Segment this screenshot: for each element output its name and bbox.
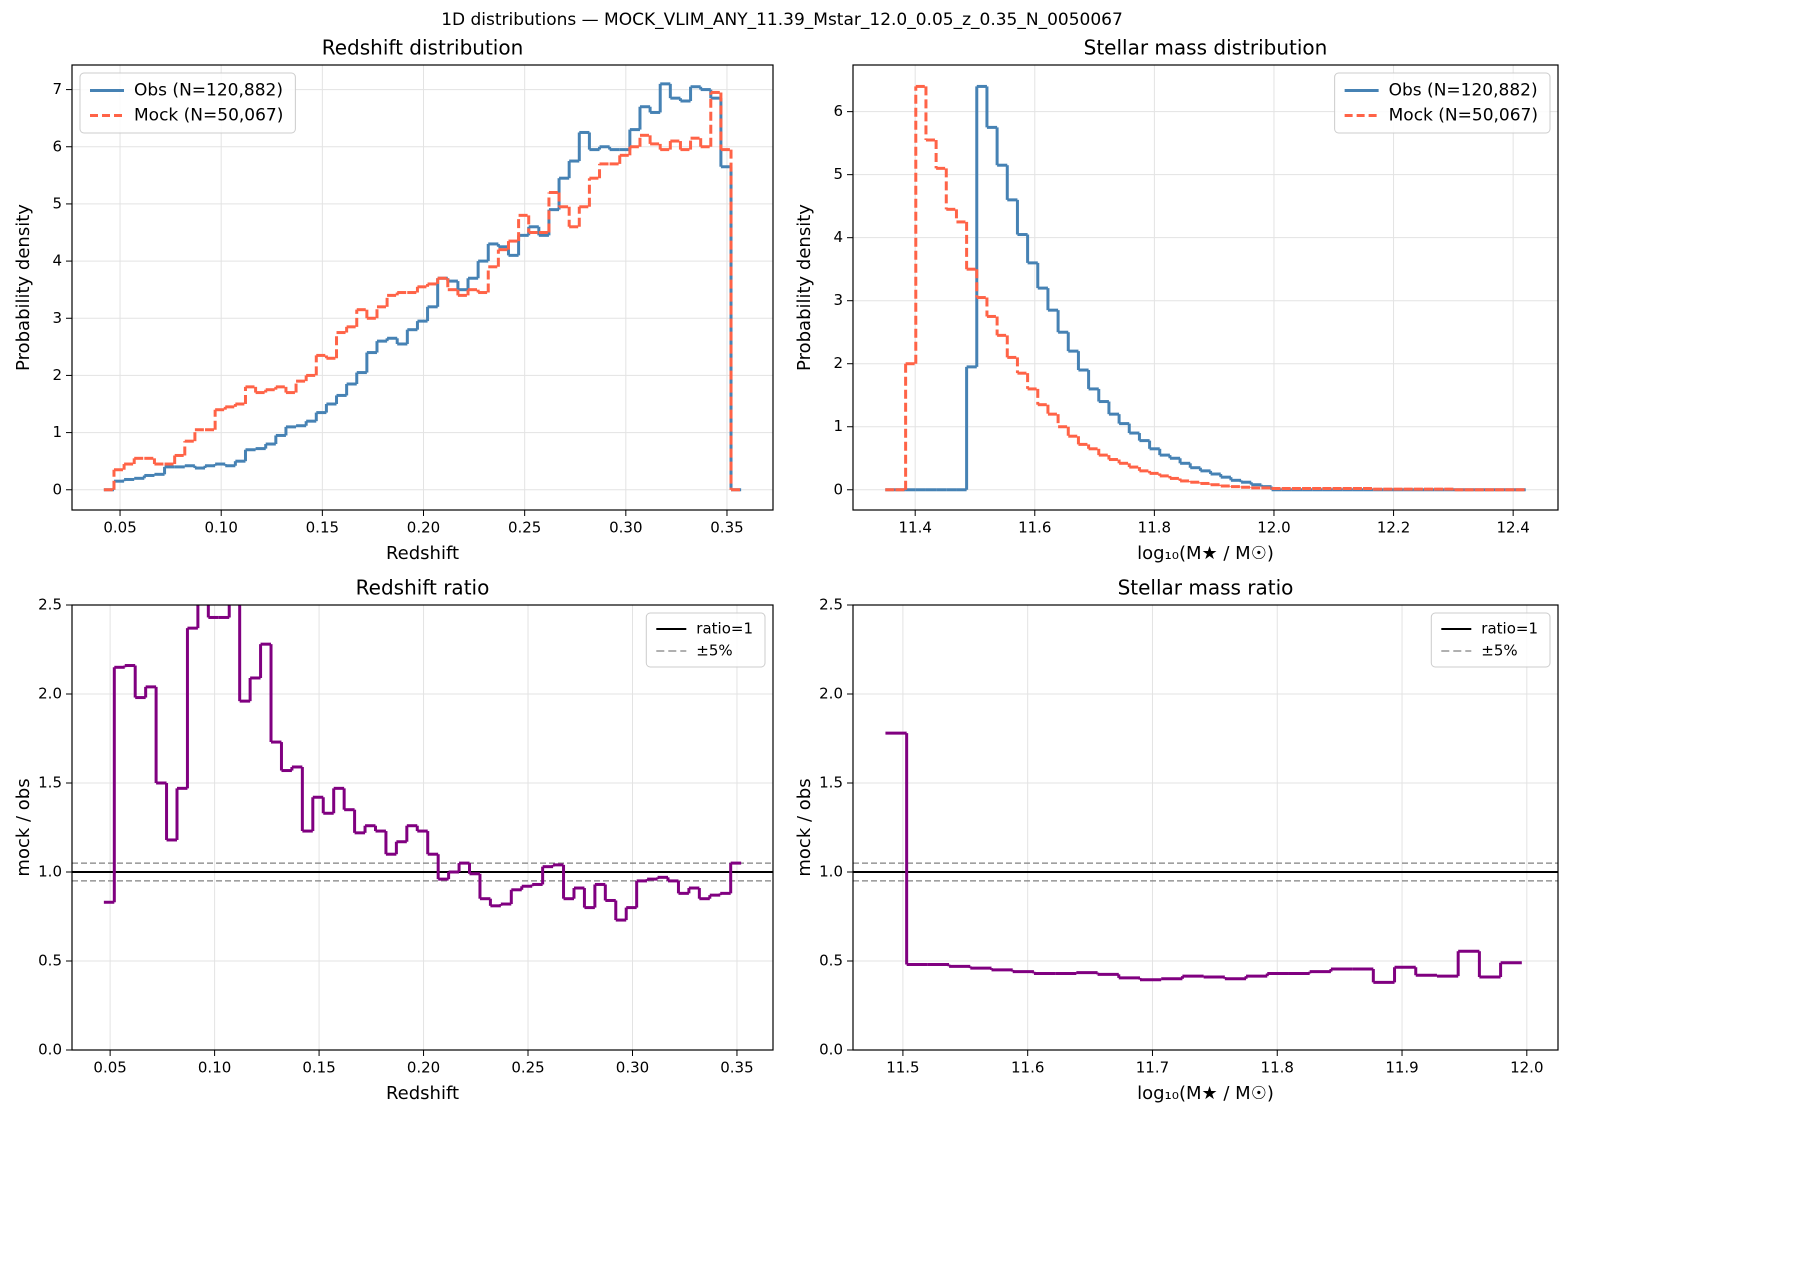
plot-area: [885, 84, 1526, 492]
x-tick-label: 0.10: [198, 1059, 231, 1077]
panel: 11.5 11.6 11.7 11.8 11.9 12.0 0.0 0.5 1.0 1.5 2.0 2…: [794, 576, 1559, 1104]
y-tick-label: 0: [52, 480, 62, 498]
legend: Obs (N=120,882) Mock (N=50,067): [1334, 72, 1551, 134]
x-tick-label: 0.25: [511, 1059, 544, 1077]
x-tick-label: 11.7: [1136, 1059, 1169, 1077]
legend: ratio=1 ±5%: [1430, 612, 1551, 668]
legend-box: [1430, 612, 1551, 668]
x-tick-label: 11.9: [1385, 1059, 1418, 1077]
y-tick-label: 0.0: [819, 1041, 843, 1059]
y-tick-label: 0.0: [38, 1041, 62, 1059]
y-tick-label: 2: [52, 366, 62, 384]
panel: 0.05 0.10 0.15 0.20 0.25 0.30 0.35 0 1 2 3 4 5 6 7 Reds…: [13, 36, 774, 564]
axes-frame: [852, 64, 1559, 511]
y-tick-label: 0: [833, 480, 843, 498]
y-tick-label: 4: [833, 228, 843, 246]
legend-label: ratio=1: [1481, 620, 1538, 638]
legend-label: Mock (N=50,067): [1389, 106, 1538, 126]
y-tick-label: 2.0: [819, 685, 843, 703]
y-tick-label: 2: [833, 354, 843, 372]
y-tick-label: 1: [833, 417, 843, 435]
legend-box: [79, 72, 296, 134]
legend-label: Obs (N=120,882): [1389, 81, 1538, 101]
x-tick-label: 11.8: [1138, 519, 1171, 537]
x-axis-label: log₁₀(M★ / M☉): [1137, 543, 1274, 564]
y-tick-label: 7: [52, 80, 62, 98]
legend-box: [1334, 72, 1551, 134]
axes-title: Redshift ratio: [356, 576, 490, 600]
y-tick-label: 5: [52, 194, 62, 212]
x-tick-label: 0.05: [103, 519, 136, 537]
x-tick-label: 12.2: [1377, 519, 1410, 537]
x-tick-label: 0.25: [508, 519, 541, 537]
legend-label: Obs (N=120,882): [134, 81, 283, 101]
x-axis-label: Redshift: [386, 1083, 459, 1104]
x-tick-label: 0.20: [407, 519, 440, 537]
plot-area: [72, 605, 773, 922]
legend: ratio=1 ±5%: [645, 612, 766, 668]
y-tick-label: 1: [52, 423, 62, 441]
y-tick-label: 2.5: [38, 596, 62, 614]
x-tick-label: 0.10: [204, 519, 237, 537]
y-tick-label: 3: [833, 291, 843, 309]
axes-title: Stellar mass distribution: [1084, 36, 1328, 60]
legend-label: ±5%: [696, 642, 732, 660]
x-tick-label: 0.35: [710, 519, 743, 537]
x-tick-label: 12.0: [1510, 1059, 1543, 1077]
x-tick-label: 11.5: [886, 1059, 919, 1077]
legend-label: ±5%: [1481, 642, 1517, 660]
panel: 0.05 0.10 0.15 0.20 0.25 0.30 0.35 0.0 0.5 1.0 1.5…: [13, 576, 774, 1104]
y-tick-label: 0.5: [38, 952, 62, 970]
y-tick-label: 1.5: [38, 774, 62, 792]
x-tick-label: 0.15: [302, 1059, 335, 1077]
axes-title: Redshift distribution: [322, 36, 524, 60]
x-tick-label: 11.8: [1261, 1059, 1294, 1077]
x-tick-label: 0.15: [306, 519, 339, 537]
x-tick-label: 11.6: [1018, 519, 1051, 537]
y-tick-label: 3: [52, 309, 62, 327]
y-tick-label: 1.5: [819, 774, 843, 792]
y-axis-label: mock / obs: [794, 778, 815, 876]
x-tick-label: 0.30: [609, 519, 642, 537]
y-axis-label: Probability density: [794, 204, 815, 371]
x-tick-label: 0.20: [407, 1059, 440, 1077]
legend-label: ratio=1: [696, 620, 753, 638]
y-tick-label: 5: [833, 165, 843, 183]
x-tick-label: 0.35: [720, 1059, 753, 1077]
axes-frame: [71, 604, 774, 1051]
y-axis-label: mock / obs: [13, 778, 34, 876]
axes-frame: [852, 604, 1559, 1051]
x-tick-label: 12.4: [1496, 519, 1529, 537]
legend-label: Mock (N=50,067): [134, 106, 283, 126]
x-axis-label: log₁₀(M★ / M☉): [1137, 1083, 1274, 1104]
panel: 11.4 11.6 11.8 12.0 12.2 12.4 0 1 2 3 4 5 6 Stellar m…: [794, 36, 1559, 564]
y-tick-label: 2.5: [819, 596, 843, 614]
legend-box: [645, 612, 766, 668]
axes-title: Stellar mass ratio: [1118, 576, 1294, 600]
x-tick-label: 11.6: [1011, 1059, 1044, 1077]
y-tick-label: 4: [52, 252, 62, 270]
x-tick-label: 11.4: [898, 519, 931, 537]
axes-frame: [71, 64, 774, 511]
y-axis-label: Probability density: [13, 204, 34, 371]
y-tick-label: 0.5: [819, 952, 843, 970]
suptitle: 1D distributions — MOCK_VLIM_ANY_11.39_M…: [441, 10, 1123, 30]
y-tick-label: 6: [833, 102, 843, 120]
y-tick-label: 6: [52, 137, 62, 155]
x-tick-label: 0.30: [616, 1059, 649, 1077]
y-tick-label: 2.0: [38, 685, 62, 703]
x-tick-label: 12.0: [1257, 519, 1290, 537]
legend: Obs (N=120,882) Mock (N=50,067): [79, 72, 296, 134]
plot-area: [103, 82, 742, 492]
plot-area: [853, 731, 1558, 984]
x-tick-label: 0.05: [93, 1059, 126, 1077]
y-tick-label: 1.0: [38, 863, 62, 881]
x-axis-label: Redshift: [386, 543, 459, 564]
y-tick-label: 1.0: [819, 863, 843, 881]
